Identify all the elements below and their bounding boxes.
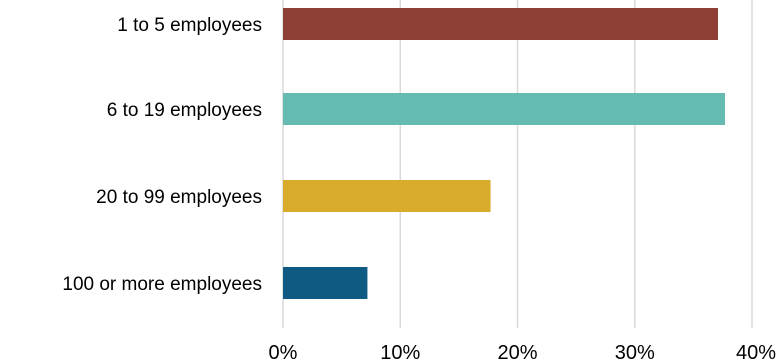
category-labels: 1 to 5 employees 6 to 19 employees 20 to 9… (62, 15, 262, 295)
x-tick-label: 0% (269, 342, 298, 364)
bar-2 (283, 93, 726, 125)
x-tick-label: 40% (736, 342, 776, 364)
x-tick-label: 30% (615, 342, 655, 364)
x-tick-label: 10% (380, 342, 420, 364)
category-label: 20 to 99 employees (96, 187, 262, 208)
bar-4 (283, 267, 368, 299)
bars (283, 8, 726, 299)
category-label: 1 to 5 employees (117, 15, 262, 36)
bar-1 (283, 8, 718, 40)
x-tick-label: 20% (497, 342, 537, 364)
x-tick-labels: 0% 10% 20% 30% 40% (269, 342, 777, 364)
bar-3 (283, 180, 491, 212)
category-label: 6 to 19 employees (107, 100, 262, 121)
category-label: 100 or more employees (62, 274, 262, 295)
